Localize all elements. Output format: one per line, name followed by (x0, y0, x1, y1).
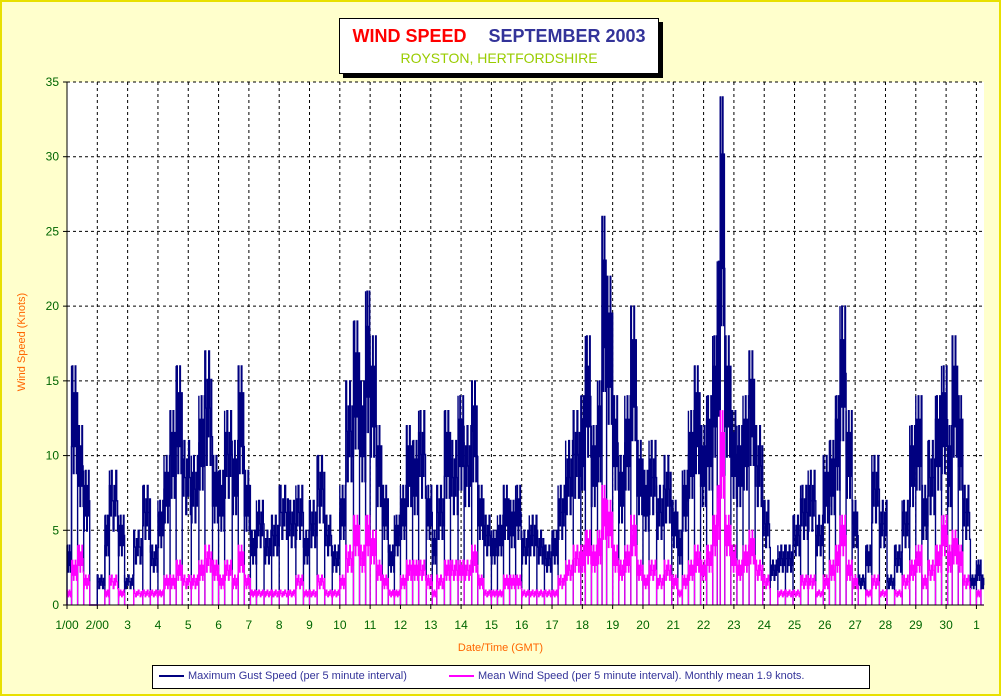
y-tick-label: 20 (46, 299, 60, 313)
x-tick-label: 10 (333, 618, 347, 632)
x-tick-label: 2/00 (86, 618, 110, 632)
x-tick-label: 15 (485, 618, 499, 632)
y-tick-label: 0 (52, 598, 59, 612)
y-tick-label: 35 (46, 75, 60, 89)
y-axis-label: Wind Speed (Knots) (16, 292, 28, 392)
x-tick-label: 19 (606, 618, 620, 632)
x-tick-label: 29 (909, 618, 923, 632)
series-line (66, 96, 985, 606)
x-tick-label: 24 (758, 618, 772, 632)
x-tick-label: 1/00 (55, 618, 79, 632)
x-tick-label: 14 (454, 618, 468, 632)
x-tick-label: 21 (667, 618, 681, 632)
title-box: WIND SPEED SEPTEMBER 2003 ROYSTON, HERTFO… (339, 18, 659, 74)
x-tick-label: 30 (939, 618, 953, 632)
legend-swatch-mean (449, 675, 474, 677)
chart-title: WIND SPEED (352, 26, 467, 46)
chart-subtitle: ROYSTON, HERTFORDSHIRE (400, 50, 598, 66)
legend: Maximum Gust Speed (per 5 minute interva… (152, 665, 870, 689)
x-tick-label: 16 (515, 618, 529, 632)
x-tick-label: 7 (246, 618, 253, 632)
x-tick-label: 25 (788, 618, 802, 632)
x-tick-label: 13 (424, 618, 438, 632)
x-axis-label: Date/Time (GMT) (457, 642, 544, 654)
x-tick-label: 4 (155, 618, 162, 632)
x-tick-label: 3 (124, 618, 131, 632)
x-tick-label: 1 (973, 618, 980, 632)
legend-swatch-gust (159, 675, 184, 677)
legend-label-mean: Mean Wind Speed (per 5 minute interval).… (478, 670, 805, 682)
x-tick-label: 12 (394, 618, 408, 632)
plot-area (67, 82, 984, 605)
x-tick-label: 22 (697, 618, 711, 632)
x-tick-label: 26 (818, 618, 832, 632)
x-tick-label: 28 (879, 618, 893, 632)
x-tick-label: 20 (636, 618, 650, 632)
title-line: WIND SPEED SEPTEMBER 2003 (340, 26, 658, 47)
x-tick-label: 5 (185, 618, 192, 632)
x-tick-label: 23 (727, 618, 741, 632)
legend-item-gust: Maximum Gust Speed (per 5 minute interva… (159, 670, 407, 682)
legend-label-gust: Maximum Gust Speed (per 5 minute interva… (188, 670, 407, 682)
x-tick-label: 27 (848, 618, 862, 632)
y-tick-label: 15 (46, 374, 60, 388)
x-tick-label: 18 (576, 618, 590, 632)
legend-item-mean: Mean Wind Speed (per 5 minute interval).… (449, 670, 805, 682)
x-tick-label: 9 (306, 618, 313, 632)
x-tick-label: 6 (215, 618, 222, 632)
y-tick-label: 5 (52, 523, 59, 537)
y-tick-label: 30 (46, 150, 60, 164)
y-tick-label: 10 (46, 449, 60, 463)
chart-title-month: SEPTEMBER 2003 (488, 26, 646, 46)
y-tick-label: 25 (46, 224, 60, 238)
x-tick-label: 8 (276, 618, 283, 632)
x-tick-label: 11 (364, 618, 377, 632)
series-line (66, 410, 984, 606)
x-tick-label: 17 (545, 618, 559, 632)
